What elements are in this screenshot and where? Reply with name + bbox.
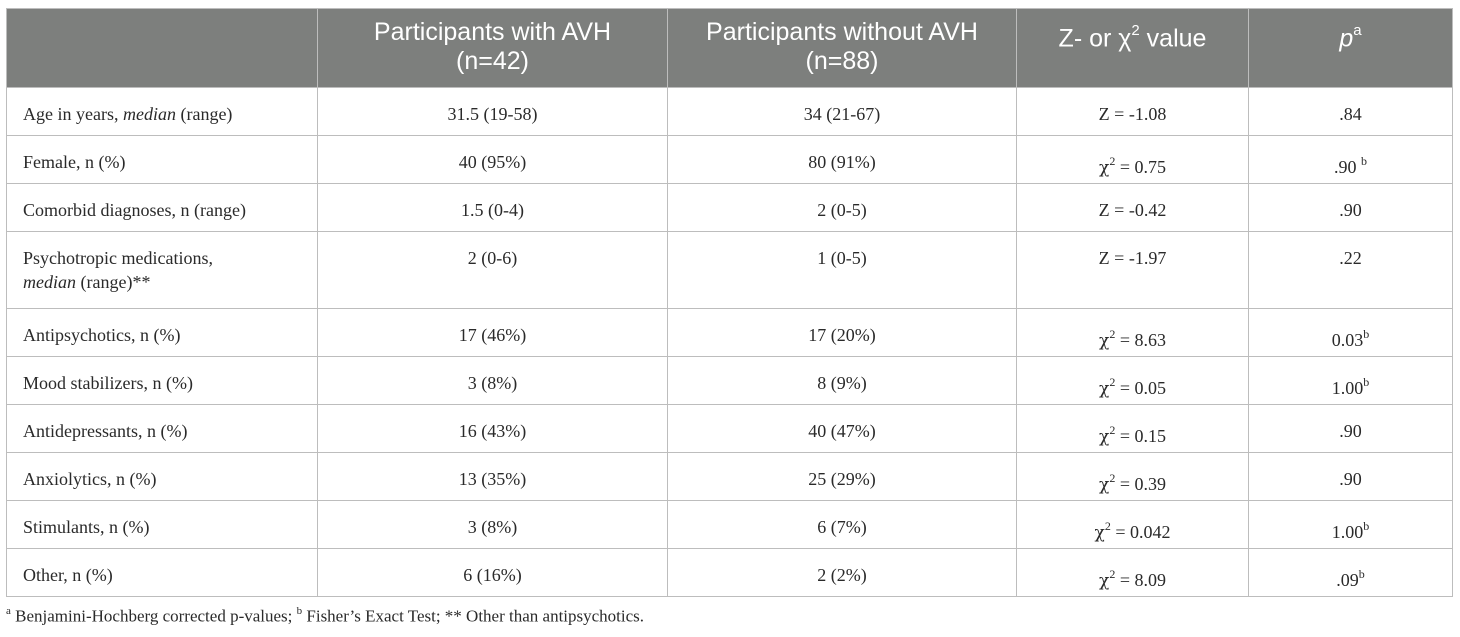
- header-row-label: [6, 8, 318, 88]
- row-label: Other, n (%): [6, 548, 318, 597]
- table-row: Comorbid diagnoses, n (range) 1.5 (0-4) …: [6, 183, 1453, 232]
- row-label: Antidepressants, n (%): [6, 404, 318, 453]
- cell-statistic: Z = -0.42: [1016, 183, 1249, 232]
- table-row: Age in years, median (range) 31.5 (19-58…: [6, 87, 1453, 136]
- table-row: Other, n (%) 6 (16%) 2 (2%) χ2 = 8.09 .0…: [6, 548, 1453, 597]
- cell-statistic: Z = -1.97: [1016, 231, 1249, 309]
- cell-p-value: .84: [1248, 87, 1453, 136]
- cell-with-avh: 16 (43%): [317, 404, 668, 453]
- cell-statistic: χ2 = 0.042: [1016, 500, 1249, 549]
- cell-p-value: .22: [1248, 231, 1453, 309]
- cell-without-avh: 2 (0-5): [667, 183, 1017, 232]
- cell-p-value: .90: [1248, 404, 1453, 453]
- row-label: Anxiolytics, n (%): [6, 452, 318, 501]
- cell-without-avh: 1 (0-5): [667, 231, 1017, 309]
- cell-statistic: χ2 = 8.63: [1016, 308, 1249, 357]
- cell-without-avh: 34 (21-67): [667, 87, 1017, 136]
- cell-p-value: .90 b: [1248, 135, 1453, 184]
- row-label: Psychotropic medications, median (range)*…: [6, 231, 318, 309]
- table-row: Antipsychotics, n (%) 17 (46%) 17 (20%) …: [6, 308, 1453, 357]
- cell-with-avh: 1.5 (0-4): [317, 183, 668, 232]
- header-p-value: pa: [1248, 8, 1453, 88]
- cell-with-avh: 13 (35%): [317, 452, 668, 501]
- table-row: Psychotropic medications, median (range)*…: [6, 231, 1453, 309]
- cell-statistic: χ2 = 0.75: [1016, 135, 1249, 184]
- cell-p-value: .90: [1248, 452, 1453, 501]
- header-without-avh: Participants without AVH (n=88): [667, 8, 1017, 88]
- header-with-avh: Participants with AVH (n=42): [317, 8, 668, 88]
- table-row: Female, n (%) 40 (95%) 80 (91%) χ2 = 0.7…: [6, 135, 1453, 184]
- row-label: Stimulants, n (%): [6, 500, 318, 549]
- header-statistic: Z- or χ2 value: [1016, 8, 1249, 88]
- table-row: Mood stabilizers, n (%) 3 (8%) 8 (9%) χ2…: [6, 356, 1453, 405]
- row-label: Age in years, median (range): [6, 87, 318, 136]
- cell-p-value: .90: [1248, 183, 1453, 232]
- cell-statistic: χ2 = 0.15: [1016, 404, 1249, 453]
- cell-without-avh: 40 (47%): [667, 404, 1017, 453]
- cell-statistic: χ2 = 0.05: [1016, 356, 1249, 405]
- row-label: Female, n (%): [6, 135, 318, 184]
- cell-with-avh: 3 (8%): [317, 356, 668, 405]
- row-label: Antipsychotics, n (%): [6, 308, 318, 357]
- cell-p-value: 1.00b: [1248, 500, 1453, 549]
- table-row: Stimulants, n (%) 3 (8%) 6 (7%) χ2 = 0.0…: [6, 500, 1453, 549]
- cell-with-avh: 17 (46%): [317, 308, 668, 357]
- cell-without-avh: 6 (7%): [667, 500, 1017, 549]
- cell-without-avh: 17 (20%): [667, 308, 1017, 357]
- table-row: Antidepressants, n (%) 16 (43%) 40 (47%)…: [6, 404, 1453, 453]
- cell-p-value: 0.03b: [1248, 308, 1453, 357]
- cell-with-avh: 2 (0-6): [317, 231, 668, 309]
- cell-with-avh: 40 (95%): [317, 135, 668, 184]
- cell-statistic: Z = -1.08: [1016, 87, 1249, 136]
- cell-with-avh: 6 (16%): [317, 548, 668, 597]
- cell-p-value: .09b: [1248, 548, 1453, 597]
- row-label: Mood stabilizers, n (%): [6, 356, 318, 405]
- cell-with-avh: 31.5 (19-58): [317, 87, 668, 136]
- row-label: Comorbid diagnoses, n (range): [6, 183, 318, 232]
- cell-with-avh: 3 (8%): [317, 500, 668, 549]
- cell-without-avh: 8 (9%): [667, 356, 1017, 405]
- table-row: Anxiolytics, n (%) 13 (35%) 25 (29%) χ2 …: [6, 452, 1453, 501]
- cell-without-avh: 80 (91%): [667, 135, 1017, 184]
- table-footnote: a Benjamini-Hochberg corrected p-values;…: [6, 605, 645, 626]
- cell-p-value: 1.00b: [1248, 356, 1453, 405]
- data-table: Participants with AVH (n=42) Participant…: [6, 8, 1453, 597]
- header-row: Participants with AVH (n=42) Participant…: [6, 8, 1453, 88]
- cell-statistic: χ2 = 0.39: [1016, 452, 1249, 501]
- cell-statistic: χ2 = 8.09: [1016, 548, 1249, 597]
- cell-without-avh: 25 (29%): [667, 452, 1017, 501]
- cell-without-avh: 2 (2%): [667, 548, 1017, 597]
